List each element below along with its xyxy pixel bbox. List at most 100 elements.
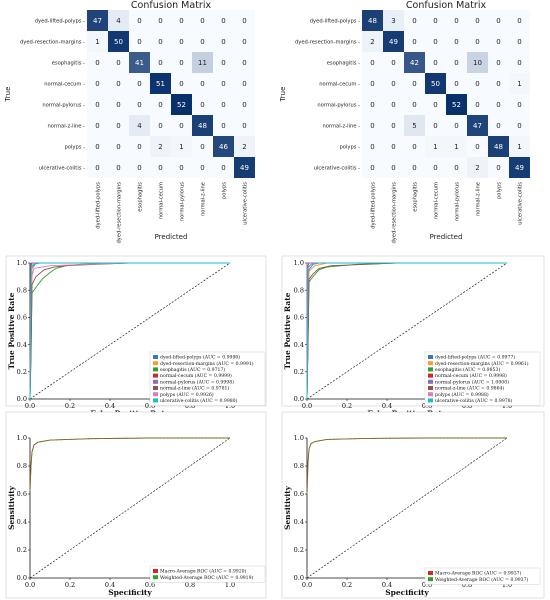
x-axis-label: Specificity (385, 588, 429, 597)
legend-swatch (153, 575, 158, 580)
cm-row-label: normal-pylorus - (317, 103, 360, 109)
y-tick-label: 0.0 (17, 574, 27, 582)
cm-cell (509, 136, 530, 157)
y-tick-label: 0.4 (294, 518, 304, 526)
cm-cell (425, 73, 446, 94)
x-tick-label: 1.0 (502, 581, 512, 589)
cm-cell-value: 0 (116, 143, 120, 151)
cm-cell (150, 94, 171, 115)
cm-cell (383, 94, 404, 115)
cm-cell (234, 115, 255, 136)
cm-cell (404, 31, 425, 52)
cm-cell (129, 31, 150, 52)
cm-cell-value: 2 (158, 143, 162, 151)
cm-cell-value: 0 (370, 164, 374, 172)
cm-cell (171, 157, 192, 178)
cm-cell (404, 52, 425, 73)
cm-col-label: normal-pylorus (180, 182, 186, 221)
cm-cell (467, 73, 488, 94)
roc-chart: 0.0 0.2 0.4 0.6 0.8 1.0 0.0 0.2 0.4 0.6 0.8 1.0 Spec… (5, 411, 267, 599)
cm-cell-value: 0 (200, 101, 204, 109)
cm-col-label: dyed-resection-margins (392, 182, 398, 244)
cm-cell (509, 157, 530, 178)
cm-cell (362, 115, 383, 136)
cm-cell-value: 0 (433, 101, 437, 109)
cm-cell (150, 52, 171, 73)
cm-cell (383, 10, 404, 31)
cm-cell (192, 10, 213, 31)
legend-frame (149, 565, 266, 583)
cm-cell-value: 0 (517, 59, 521, 67)
cm-cell-value: 0 (179, 59, 183, 67)
cm-cell (446, 31, 467, 52)
cm-cell-value: 1 (179, 143, 183, 151)
cm-cell-value: 10 (473, 59, 482, 67)
x-tick-label: 0.8 (462, 402, 472, 410)
cm-col-label: dyed-lifted-polyps (371, 182, 377, 229)
cm-cell-value: 4 (137, 122, 142, 130)
cm-cell-value: 0 (496, 122, 500, 130)
cm-cell (383, 115, 404, 136)
chance-diagonal (29, 437, 231, 579)
cm-cell (383, 31, 404, 52)
legend-swatch (428, 367, 433, 372)
cm-cell-value: 0 (242, 38, 246, 46)
cm-cell-value: 0 (116, 122, 120, 130)
x-tick-label: 1.0 (225, 402, 235, 410)
legend-label: dyed-lifted-polyps (AUC = 0.9990) (160, 354, 240, 361)
legend-swatch (153, 355, 158, 359)
legend-label: normal-z-line (AUC = 0.9864) (435, 385, 504, 392)
y-tick-label: 0.6 (17, 490, 27, 498)
cm-cell-value: 0 (433, 164, 437, 172)
cm-cell (129, 115, 150, 136)
cm-col-label: normal-z-line (476, 182, 482, 216)
cm-cell (150, 136, 171, 157)
legend-label: normal-z-line (AUC = 0.9781) (160, 385, 229, 392)
cm-cell-value: 11 (198, 59, 207, 67)
cm-cell (446, 73, 467, 94)
cm-cell-value: 0 (179, 164, 183, 172)
cm-row-label: ulcerative-colitis - (314, 166, 360, 172)
roc-chart: 0.0 0.2 0.4 0.6 0.8 1.0 0.0 0.2 0.4 0.6 0.8 1.0 Spec… (281, 411, 545, 599)
legend-swatch (153, 367, 158, 372)
x-tick-label: 0.2 (342, 581, 352, 589)
x-tick-label: 0.0 (302, 581, 312, 589)
cm-cell-value: 0 (517, 101, 521, 109)
cm-cell (404, 115, 425, 136)
cm-cell (171, 73, 192, 94)
cm-cell-value: 0 (475, 143, 479, 151)
cm-cell (171, 115, 192, 136)
y-axis-label: Sensitivity (283, 485, 292, 530)
cm-cell (404, 73, 425, 94)
cm-cell (488, 73, 509, 94)
cm-cell-value: 1 (517, 143, 521, 151)
x-tick-label: 0.6 (145, 402, 155, 410)
cm-cell (171, 31, 192, 52)
cm-cell (234, 157, 255, 178)
cm-cell-value: 0 (95, 164, 99, 172)
cm-cell-value: 0 (454, 80, 458, 88)
legend-swatch (428, 386, 433, 390)
cm-cell-value: 0 (242, 122, 246, 130)
y-axis-label: True Positive Rate (283, 292, 292, 369)
cm-cell-value: 49 (240, 164, 249, 172)
legend-swatch (428, 355, 433, 359)
x-tick-label: 0.6 (422, 581, 432, 589)
cm-cell (509, 31, 530, 52)
legend: dyed-lifted-polyps (AUC = 0.9990)dyed-re… (149, 351, 266, 406)
cm-row-label: polyps - (65, 145, 86, 151)
cm-cell-value: 0 (412, 38, 416, 46)
x-tick-label: 0.0 (25, 581, 35, 589)
cm-row-label: polyps - (340, 145, 361, 151)
cm-cell-value: 0 (370, 80, 374, 88)
cm-cell (467, 52, 488, 73)
confusion-matrix: Confusion Matrix 48 3 0 0 0 0 0 0 2 49 0 0 0 0 0 0 0 0 42 0 0… (279, 0, 530, 243)
cm-cell-value: 0 (200, 17, 204, 25)
cm-col-label: esophagitis (413, 182, 419, 212)
legend-swatch (428, 373, 433, 378)
cm-col-label: normal-pylorus (455, 182, 461, 221)
cm-cell-value: 0 (412, 143, 416, 151)
x-tick-label: 1.0 (225, 581, 235, 589)
cm-cell (234, 31, 255, 52)
cm-cell (425, 115, 446, 136)
